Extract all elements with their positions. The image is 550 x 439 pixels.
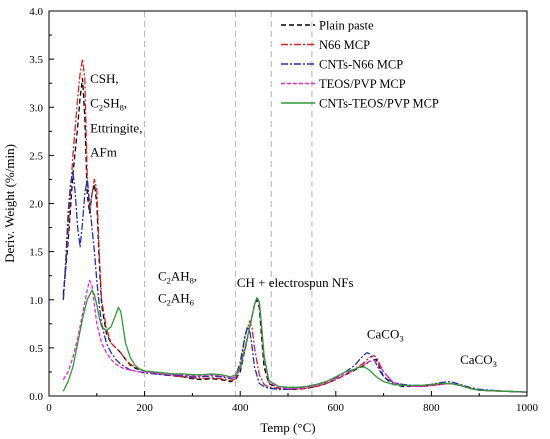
series-line-3: [62, 279, 528, 393]
plot-series: [62, 58, 528, 393]
reference-lines: [144, 11, 313, 396]
annotation-4: C2AH8,: [158, 269, 197, 286]
x-tick-label: 400: [232, 402, 249, 414]
series-line-0: [62, 77, 528, 393]
x-tick-label: 1000: [516, 402, 539, 414]
legend-label-4: CNTs-TEOS/PVP MCP: [319, 97, 439, 111]
annotation-0: CSH,: [90, 71, 119, 86]
annotation-8: CaCO3: [460, 352, 497, 369]
series-line-1: [62, 58, 528, 393]
axis-ticks: [48, 10, 528, 397]
plot-frame: [48, 10, 528, 397]
y-tick-label: 3.5: [29, 54, 43, 66]
annotation-3: AFm: [90, 144, 117, 159]
x-tick-label: 0: [46, 402, 52, 414]
annotation-5: C2AH6: [158, 291, 194, 308]
x-axis-title: Temp (°C): [260, 420, 315, 435]
y-tick-label: 1.5: [29, 247, 43, 259]
axis-tick-labels: 0 200 400 600 800 1000 0.0 0.5 1.0 1.5 2.0 2.5 3.0 3.…: [29, 6, 538, 414]
series-line-4: [62, 289, 528, 393]
annotation-1: C2SH8,: [90, 95, 127, 112]
legend-label-1: N66 MCP: [319, 38, 370, 52]
annotation-7: CaCO3: [367, 326, 404, 343]
x-tick-label: 200: [136, 402, 153, 414]
y-tick-label: 2.5: [29, 150, 43, 162]
y-tick-label: 3.0: [29, 102, 43, 114]
y-tick-label: 0.5: [29, 343, 43, 355]
y-axis-title: Deriv. Weight (%/min): [2, 144, 17, 263]
annotation-2: Ettringite,: [90, 120, 142, 135]
y-tick-label: 4.0: [29, 6, 43, 18]
legend-label-3: TEOS/PVP MCP: [319, 77, 406, 91]
chart-annotations: CSH, C2SH8, Ettringite, AFm C2AH8, C2AH6 CH + …: [90, 71, 497, 369]
legend: Plain paste N66 MCP CNTs-N66 MCP TEOS/PVP M…: [281, 19, 439, 111]
x-tick-label: 600: [328, 402, 345, 414]
legend-label-2: CNTs-N66 MCP: [319, 58, 403, 72]
legend-label-0: Plain paste: [319, 19, 374, 33]
y-tick-label: 0.0: [29, 391, 43, 403]
series-line-2: [62, 171, 528, 393]
y-tick-label: 1.0: [29, 295, 43, 307]
annotation-6: CH + electrospun NFs: [237, 275, 354, 290]
y-tick-label: 2.0: [29, 199, 43, 211]
x-tick-label: 800: [423, 402, 440, 414]
